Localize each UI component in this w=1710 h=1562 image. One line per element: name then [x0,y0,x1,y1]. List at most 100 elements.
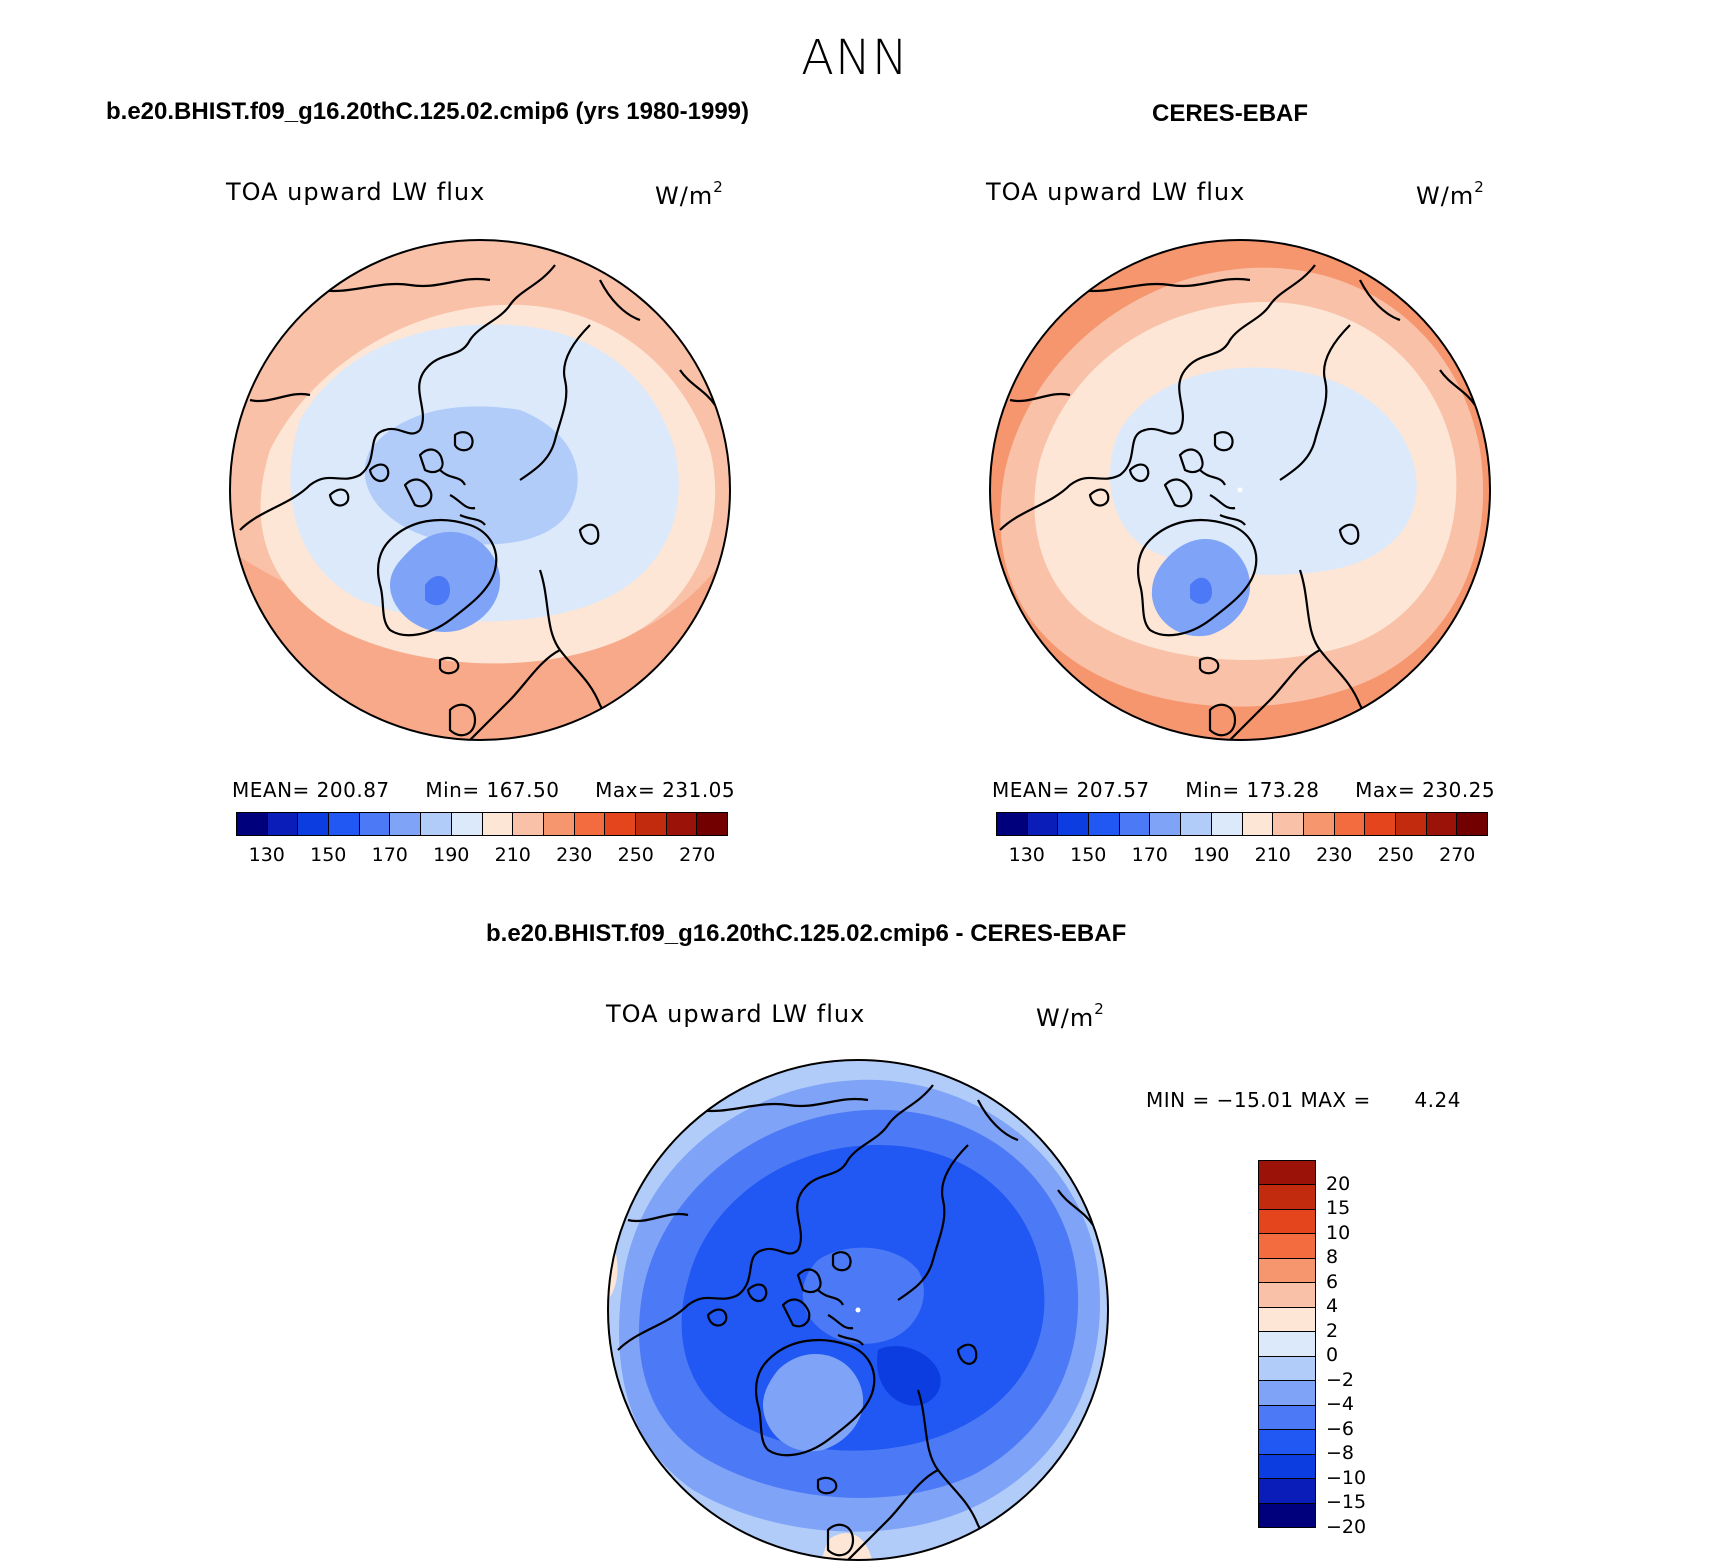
colorbar-swatch [1303,813,1335,835]
coastlines [239,264,716,740]
colorbar-swatch [1259,1405,1315,1431]
colorbar-tick-label: 170 [371,844,408,866]
colorbar-tick-label: 0 [1326,1344,1339,1367]
colorbar-swatch [605,813,636,835]
colorbar-tick-label: 250 [1377,844,1414,866]
colorbar-swatch [1259,1356,1315,1382]
units-base: W/m [655,182,714,210]
mean-value: 200.87 [316,778,390,802]
max-value: 4.24 [1414,1088,1461,1112]
mean-label: MEAN= [232,778,310,802]
units-exponent: 2 [1474,178,1485,196]
min-label: Min= [1185,778,1240,802]
colorbar-tick-label: 150 [310,844,347,866]
min-value: 167.50 [486,778,560,802]
colorbar-tick-label: 6 [1326,1270,1339,1293]
colorbar-swatch [1119,813,1151,835]
max-label: Max= [1355,778,1416,802]
colorbar-swatch [697,813,727,835]
min-label: MIN = [1146,1088,1210,1112]
colorbar-tick-label: 190 [1193,844,1230,866]
colorbar-tick-label: 15 [1326,1197,1351,1220]
colorbar-swatch [666,813,698,835]
field-band-cool [1110,367,1417,575]
variable-label-obs: TOA upward LW flux [986,178,1246,206]
colorbar-swatch [1259,1161,1315,1186]
colorbar-ticks-model: 130 150 170 190 210 230 250 270 [236,844,728,868]
colorbar-diff [1258,1160,1316,1528]
colorbar-swatch [359,813,391,835]
min-label: Min= [425,778,480,802]
variable-label-model: TOA upward LW flux [226,178,486,206]
colorbar-swatch [1334,813,1366,835]
map-border [607,1059,1109,1561]
field-band-core [364,406,578,545]
colorbar-swatch [1259,1307,1315,1333]
colorbar-obs [996,812,1488,836]
colorbar-swatch [1259,1332,1315,1357]
colorbar-tick-label: 270 [1439,844,1476,866]
stats-model: MEAN= 200.87 Min= 167.50 Max= 231.05 [232,778,735,802]
colorbar-swatch [1242,813,1274,835]
colorbar-tick-label: 250 [617,844,654,866]
field-greenland-min [1190,577,1212,604]
stats-diff: MIN = −15.01 MAX = 4.24 [1146,1088,1461,1112]
colorbar-swatch [997,813,1028,835]
colorbar-swatch [1181,813,1212,835]
colorbar-swatch [1089,813,1120,835]
units-label-model: W/m2 [655,178,724,210]
max-label: MAX = [1300,1088,1371,1112]
colorbar-tick-label: 20 [1326,1172,1351,1195]
colorbar-swatch [635,813,667,835]
colorbar-swatch [1150,813,1182,835]
colorbar-tick-label: 150 [1070,844,1107,866]
stats-obs: MEAN= 207.57 Min= 173.28 Max= 230.25 [992,778,1495,802]
colorbar-tick-label: 130 [248,844,285,866]
colorbar-swatch [451,813,483,835]
units-base: W/m [1036,1004,1095,1032]
colorbar-swatch [1259,1283,1315,1308]
units-exponent: 2 [713,178,724,196]
field-strong-core [877,1346,941,1406]
colorbar-swatch [421,813,452,835]
colorbar-swatch [390,813,422,835]
colorbar-tick-label: 270 [679,844,716,866]
field-pole-weak [802,1247,924,1344]
colorbar-tick-label: 130 [1008,844,1045,866]
polar-map-obs [989,239,1491,741]
colorbar-swatch [1058,813,1090,835]
colorbar-swatch [1365,813,1396,835]
colorbar-swatch [1259,1381,1315,1406]
colorbar-swatch [1259,1185,1315,1210]
polar-map-diff [607,1059,1109,1561]
colorbar-swatch [1457,813,1487,835]
field-patch-positive-s [818,1533,873,1560]
colorbar-tick-label: 170 [1131,844,1168,866]
panel-title-diff: b.e20.BHIST.f09_g16.20thC.125.02.cmip6 -… [486,920,1127,947]
max-label: Max= [595,778,656,802]
units-label-obs: W/m2 [1416,178,1485,210]
colorbar-swatch [1259,1503,1315,1528]
colorbar-tick-label: 230 [1316,844,1353,866]
colorbar-tick-label: 230 [556,844,593,866]
colorbar-swatch [1259,1258,1315,1284]
colorbar-swatch [1273,813,1304,835]
colorbar-tick-label: 4 [1326,1295,1339,1318]
colorbar-tick-label: −10 [1326,1466,1367,1489]
min-value: 173.28 [1246,778,1320,802]
units-exponent: 2 [1094,1000,1105,1018]
colorbar-swatch [513,813,544,835]
colorbar-tick-label: 2 [1326,1319,1339,1342]
pole-point [855,1307,861,1313]
mean-label: MEAN= [992,778,1070,802]
colorbar-swatch [1259,1430,1315,1455]
colorbar-swatch [543,813,575,835]
colorbar-tick-label: 8 [1326,1246,1339,1269]
season-title: ANN [801,30,909,86]
colorbar-swatch [298,813,330,835]
colorbar-ticks-diff: 20 15 10 8 6 4 2 0 −2 −4 −6 −8 −10 −15 −20 [1326,1160,1386,1538]
max-value: 230.25 [1422,778,1496,802]
colorbar-swatch [574,813,606,835]
colorbar-tick-label: 190 [433,844,470,866]
colorbar-tick-label: −15 [1326,1491,1367,1514]
